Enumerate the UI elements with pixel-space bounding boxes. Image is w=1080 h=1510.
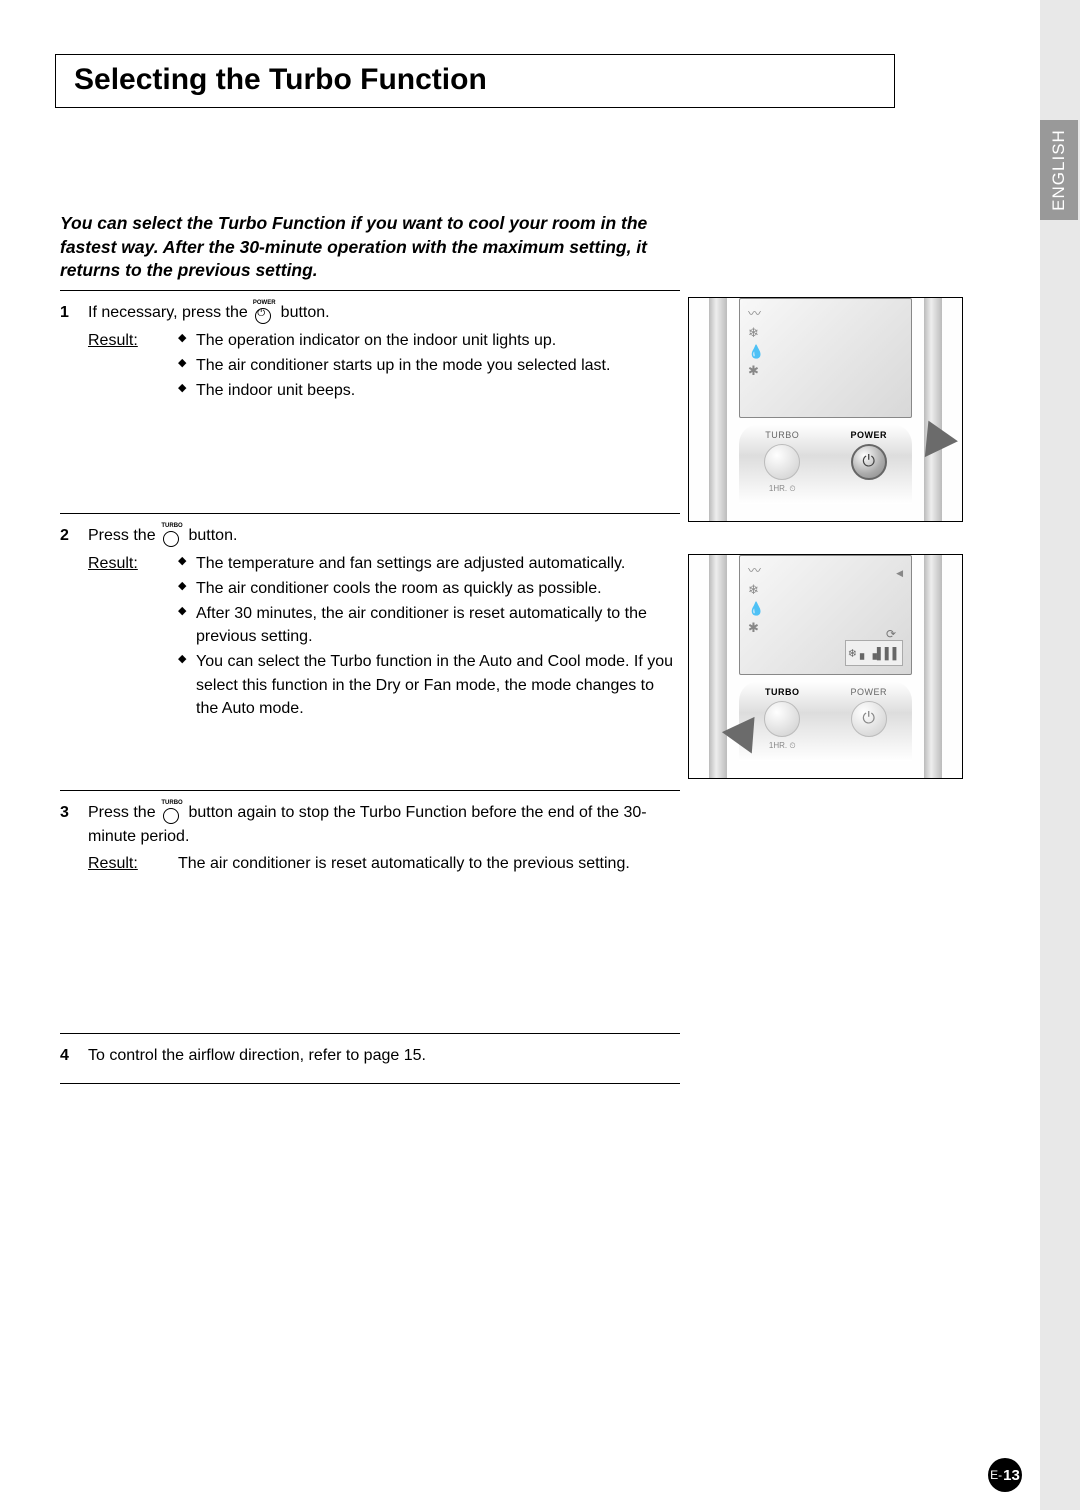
power-button[interactable]: ⏻	[851, 701, 887, 737]
step-2: 2 Press the TURBO button. Result: The te…	[60, 513, 680, 790]
turbo-button[interactable]	[764, 444, 800, 480]
title-box: Selecting the Turbo Function	[55, 54, 895, 108]
result-label: Result:	[88, 852, 178, 875]
page-prefix: E-	[990, 1468, 1002, 1482]
remote-screen: 〰 ❄ 💧 ✱ ◀ ⟳ ❄ ▖▗▌▌▌	[739, 555, 912, 675]
page-title: Selecting the Turbo Function	[74, 63, 876, 97]
result-label: Result:	[88, 329, 178, 405]
mode-indicator: ◀	[896, 568, 903, 579]
page-number: 13	[1003, 1467, 1020, 1484]
screen-mode-icons: 〰 ❄ 💧 ✱	[748, 307, 764, 377]
bullet: The air conditioner starts up in the mod…	[178, 354, 680, 377]
turbo-button-label: TURBO	[765, 430, 799, 440]
steps-list: 1 If necessary, press the POWER button. …	[60, 290, 680, 1084]
fan-mode-icon: ✱	[748, 364, 764, 377]
power-button[interactable]: ⏻	[851, 444, 887, 480]
step-4: 4 To control the airflow direction, refe…	[60, 1033, 680, 1084]
screen-mode-icons: 〰 ❄ 💧 ✱	[748, 564, 764, 634]
step-body: Press the TURBO button.	[88, 524, 680, 548]
result-text: The air conditioner is reset automatical…	[178, 852, 680, 875]
language-label: ENGLISH	[1049, 129, 1069, 211]
step-number: 4	[60, 1044, 88, 1067]
result-label: Result:	[88, 552, 178, 722]
turbo-button-label: TURBO	[765, 687, 800, 697]
dry-mode-icon: 💧	[748, 345, 764, 358]
cool-mode-icon: ❄	[748, 583, 764, 596]
bullet: The air conditioner cools the room as qu…	[178, 577, 680, 600]
dry-mode-icon: 💧	[748, 602, 764, 615]
bullet: The indoor unit beeps.	[178, 379, 680, 402]
bullet: You can select the Turbo function in the…	[178, 650, 680, 720]
fan-mode-icon: ✱	[748, 621, 764, 634]
turbo-display-icon: ⟳ ❄ ▖▗▌▌▌	[845, 640, 903, 666]
turbo-icon: TURBO	[162, 524, 182, 548]
step-body: Press the TURBO button again to stop the…	[88, 801, 680, 848]
step-1: 1 If necessary, press the POWER button. …	[60, 290, 680, 513]
remote-screen: 〰 ❄ 💧 ✱	[739, 298, 912, 418]
power-button-label: POWER	[850, 430, 887, 440]
result-bullets: The operation indicator on the indoor un…	[178, 329, 680, 403]
step-3: 3 Press the TURBO button again to stop t…	[60, 790, 680, 1033]
remote-figure-2: 〰 ❄ 💧 ✱ ◀ ⟳ ❄ ▖▗▌▌▌ TURBO 1HR. ⏲	[688, 554, 963, 779]
step-number: 3	[60, 801, 88, 848]
bullet: The temperature and fan settings are adj…	[178, 552, 680, 575]
auto-mode-icon: 〰	[748, 307, 764, 320]
page-number-badge: E-13	[988, 1458, 1022, 1492]
bullet: The operation indicator on the indoor un…	[178, 329, 680, 352]
result-bullets: The temperature and fan settings are adj…	[178, 552, 680, 720]
one-hr-label: 1HR. ⏲	[769, 741, 796, 751]
language-tab: ENGLISH	[1040, 120, 1078, 220]
remote-figure-1: 〰 ❄ 💧 ✱ TURBO 1HR. ⏲ POWER ⏻	[688, 297, 963, 522]
intro-text: You can select the Turbo Function if you…	[60, 212, 700, 283]
auto-mode-icon: 〰	[748, 564, 764, 577]
cool-mode-icon: ❄	[748, 326, 764, 339]
manual-page: Selecting the Turbo Function ENGLISH You…	[0, 0, 1040, 1510]
step-body: To control the airflow direction, refer …	[88, 1044, 680, 1067]
step-number: 1	[60, 301, 88, 325]
step-body: If necessary, press the POWER button.	[88, 301, 680, 325]
bullet: After 30 minutes, the air conditioner is…	[178, 602, 680, 648]
step-number: 2	[60, 524, 88, 548]
turbo-button[interactable]	[764, 701, 800, 737]
power-button-label: POWER	[850, 687, 887, 697]
one-hr-label: 1HR. ⏲	[769, 484, 796, 494]
power-icon: POWER	[254, 301, 274, 325]
turbo-icon: TURBO	[162, 801, 182, 825]
